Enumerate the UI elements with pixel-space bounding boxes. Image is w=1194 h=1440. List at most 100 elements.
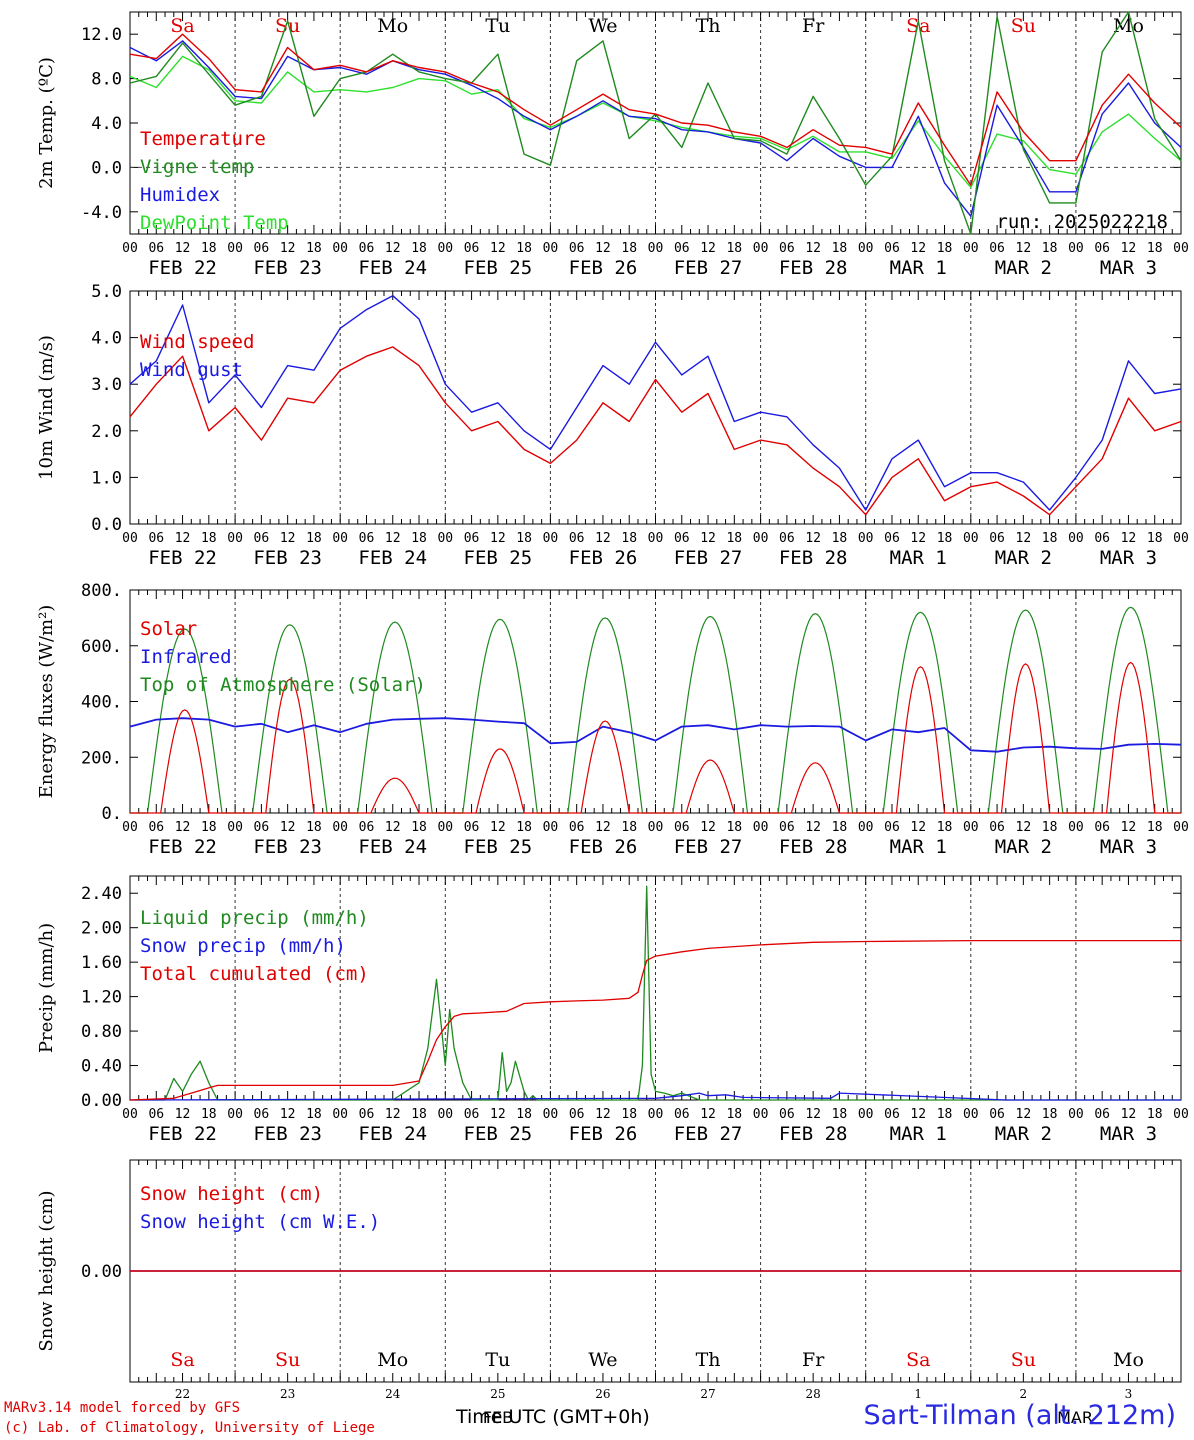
- y-axis-label: 2m Temp. (ºC): [36, 57, 57, 189]
- y-tick-label: 0.00: [81, 1091, 122, 1111]
- y-tick-label: 0.: [102, 804, 122, 824]
- y-axis-label: Energy fluxes (W/m²): [36, 605, 57, 799]
- hour-tick-label: 00: [1068, 531, 1084, 546]
- hour-tick-label: 06: [569, 531, 585, 546]
- hour-tick-label: 18: [621, 241, 637, 256]
- month-label: MAR: [1057, 1408, 1093, 1427]
- hour-tick-label: 18: [306, 241, 322, 256]
- hour-tick-label: 12: [280, 531, 296, 546]
- date-label: FEB 28: [779, 257, 848, 279]
- hour-tick-label: 12: [280, 1107, 296, 1122]
- hour-tick-label: 06: [359, 1107, 375, 1122]
- y-tick-label: 0.00: [81, 1262, 122, 1282]
- hour-tick-label: 00: [648, 1107, 664, 1122]
- date-label: FEB 27: [674, 547, 743, 569]
- hour-tick-label: 00: [227, 1107, 243, 1122]
- date-label: FEB 23: [253, 547, 322, 569]
- hour-tick-label: 06: [569, 241, 585, 256]
- hour-tick-label: 00: [858, 531, 874, 546]
- hour-tick-label: 18: [411, 1107, 427, 1122]
- hour-tick-label: 12: [280, 241, 296, 256]
- hour-tick-label: 06: [464, 820, 480, 835]
- panel-frame: [129, 589, 1182, 814]
- y-tick-label: 3.0: [91, 375, 122, 395]
- hour-tick-label: 18: [1042, 241, 1058, 256]
- day-name: Mo: [1113, 1349, 1144, 1371]
- run-label: run: 2025022218: [996, 211, 1168, 233]
- hour-tick-label: 12: [385, 820, 401, 835]
- series-line: [129, 717, 1182, 753]
- date-label: FEB 28: [779, 1123, 848, 1145]
- hour-tick-label: 00: [227, 531, 243, 546]
- hour-tick-label: 06: [884, 820, 900, 835]
- y-tick-label: 600.: [81, 637, 122, 657]
- hour-tick-label: 12: [910, 531, 926, 546]
- date-label: FEB 26: [569, 836, 638, 858]
- date-label: FEB 23: [253, 1123, 322, 1145]
- hour-tick-label: 18: [1147, 241, 1163, 256]
- hour-tick-label: 00: [1068, 820, 1084, 835]
- hour-tick-label: 00: [963, 241, 979, 256]
- hour-tick-label: 00: [858, 1107, 874, 1122]
- day-name: Tu: [485, 15, 510, 37]
- hour-tick-label: 00: [437, 531, 453, 546]
- day-name: We: [588, 15, 617, 37]
- hour-tick-label: 06: [464, 531, 480, 546]
- hour-tick-label: 06: [464, 241, 480, 256]
- hour-tick-label: 06: [148, 820, 164, 835]
- hour-tick-label: 00: [1173, 1107, 1189, 1122]
- hour-tick-label: 00: [437, 241, 453, 256]
- date-label: MAR 3: [1100, 836, 1157, 858]
- hour-tick-label: 00: [1068, 1107, 1084, 1122]
- y-tick-label: 0.0: [91, 515, 122, 535]
- hour-tick-label: 06: [1094, 531, 1110, 546]
- hour-tick-label: 12: [595, 241, 611, 256]
- series-line: [129, 346, 1182, 516]
- date-label: MAR 2: [995, 257, 1052, 279]
- hour-tick-label: 12: [595, 820, 611, 835]
- day-name: Sa: [170, 1349, 194, 1371]
- legend-entry: Temperature: [140, 128, 266, 150]
- date-label: FEB 26: [569, 257, 638, 279]
- hour-tick-label: 06: [674, 820, 690, 835]
- hour-tick-label: 18: [937, 820, 953, 835]
- hour-tick-label: 00: [858, 241, 874, 256]
- day-number: 3: [1125, 1387, 1133, 1401]
- date-label: FEB 23: [253, 836, 322, 858]
- hour-tick-label: 12: [910, 820, 926, 835]
- hour-tick-label: 06: [884, 1107, 900, 1122]
- hour-tick-label: 18: [937, 531, 953, 546]
- hour-tick-label: 00: [1173, 531, 1189, 546]
- hour-tick-label: 06: [1094, 241, 1110, 256]
- date-label: FEB 23: [253, 257, 322, 279]
- hour-tick-label: 18: [937, 241, 953, 256]
- hour-tick-label: 06: [989, 241, 1005, 256]
- date-label: FEB 28: [779, 836, 848, 858]
- hour-tick-label: 18: [621, 1107, 637, 1122]
- hour-tick-label: 12: [595, 531, 611, 546]
- y-tick-label: 8.0: [91, 70, 122, 90]
- hour-tick-label: 06: [779, 820, 795, 835]
- date-label: FEB 22: [148, 1123, 217, 1145]
- hour-tick-label: 06: [989, 820, 1005, 835]
- date-label: FEB 22: [148, 547, 217, 569]
- date-label: MAR 3: [1100, 1123, 1157, 1145]
- hour-tick-label: 12: [1121, 531, 1137, 546]
- y-tick-label: 200.: [81, 748, 122, 768]
- hour-tick-label: 18: [1042, 531, 1058, 546]
- day-number: 1: [914, 1387, 922, 1401]
- hour-tick-label: 12: [805, 1107, 821, 1122]
- day-name: Sa: [906, 1349, 930, 1371]
- day-name: Mo: [377, 1349, 408, 1371]
- legend-entry: DewPoint Temp: [140, 212, 289, 234]
- date-label: MAR 3: [1100, 257, 1157, 279]
- hour-tick-label: 06: [148, 1107, 164, 1122]
- y-tick-label: 800.: [81, 581, 122, 601]
- hour-tick-label: 12: [175, 241, 191, 256]
- date-label: MAR 2: [995, 836, 1052, 858]
- date-label: FEB 22: [148, 257, 217, 279]
- hour-tick-label: 06: [464, 1107, 480, 1122]
- day-name: Th: [696, 1349, 721, 1371]
- hour-tick-label: 00: [332, 820, 348, 835]
- hour-tick-label: 06: [989, 1107, 1005, 1122]
